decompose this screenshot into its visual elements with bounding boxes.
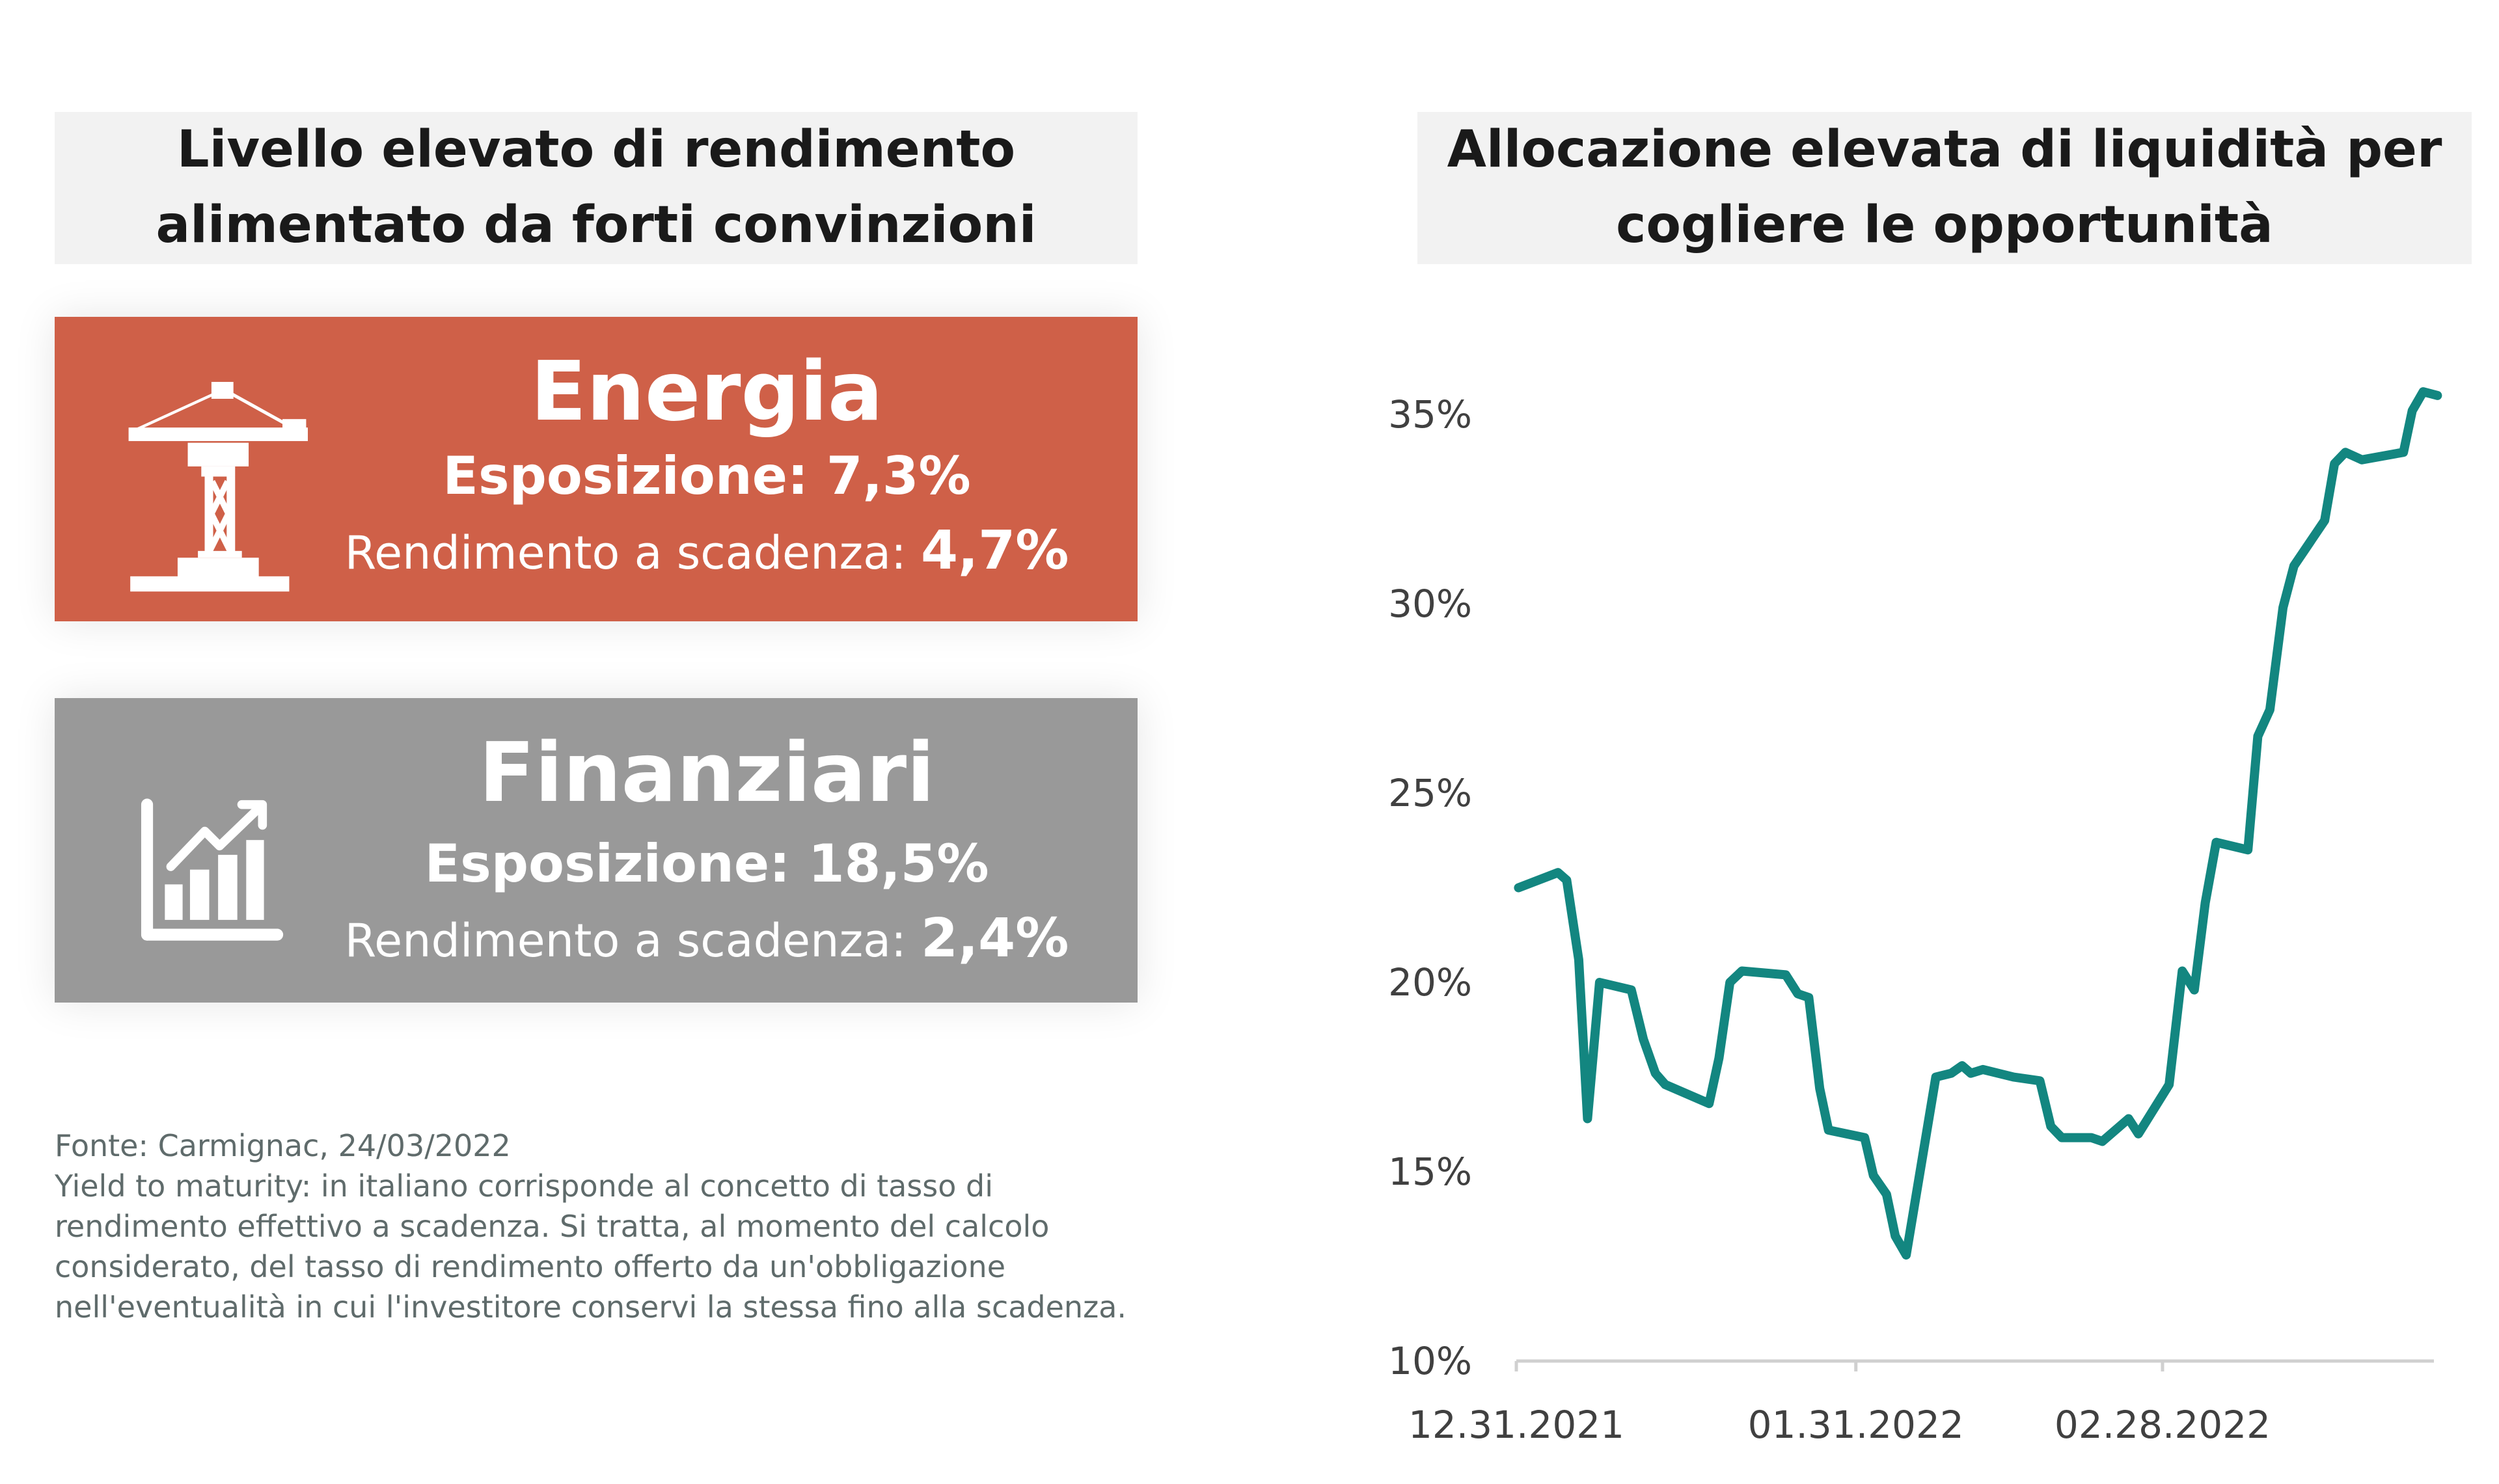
- ytm-value: 4,7%: [920, 520, 1069, 582]
- crane-icon: [128, 382, 308, 592]
- chart-title-line1: Allocazione elevata di liquidità per: [1447, 120, 2442, 179]
- y-tick-label: 35%: [1388, 392, 1472, 437]
- footnote-source: Fonte: Carmignac, 24/03/2022: [55, 1128, 511, 1163]
- footnote-line: nell'eventualità in cui l'investitore co…: [55, 1289, 1127, 1325]
- footnote: Fonte: Carmignac, 24/03/2022 Yield to ma…: [55, 1126, 1161, 1327]
- y-tick-label: 30%: [1388, 582, 1472, 626]
- card-name: Energia: [530, 344, 883, 439]
- left-title-line1: Livello elevato di rendimento: [176, 120, 1016, 179]
- footnote-line: Yield to maturity: in italiano corrispon…: [55, 1168, 994, 1204]
- y-tick-label: 25%: [1388, 771, 1472, 815]
- x-tick-label: 12.31.2021: [1408, 1403, 1624, 1447]
- y-tick-label: 20%: [1388, 960, 1472, 1005]
- series-line: [1514, 387, 2442, 1260]
- chart-title: Allocazione elevata di liquidità per cog…: [1417, 112, 2472, 264]
- x-tick-label: 02.28.2022: [2055, 1403, 2271, 1447]
- growth-chart-icon: [141, 798, 284, 941]
- chart-title-line2: cogliere le opportunità: [1616, 196, 2273, 254]
- ytm-label: Rendimento a scadenza:: [344, 526, 907, 580]
- y-tick-label: 10%: [1388, 1339, 1472, 1383]
- card-exposure: Esposizione: 7,3%: [443, 446, 971, 506]
- left-panel-title: Livello elevato di rendimento alimentato…: [55, 112, 1138, 264]
- x-tick-label: 01.31.2022: [1748, 1403, 1964, 1447]
- energy-card: Energia Esposizione: 7,3% Rendimento a s…: [55, 317, 1138, 621]
- card-ytm: Rendimento a scadenza: 2,4%: [315, 900, 1099, 980]
- y-tick-label: 15%: [1388, 1150, 1472, 1194]
- ytm-label: Rendimento a scadenza:: [344, 914, 907, 967]
- card-exposure: Esposizione: 18,5%: [424, 833, 989, 894]
- ytm-value: 2,4%: [920, 908, 1069, 969]
- left-title-line2: alimentato da forti convinzioni: [156, 196, 1037, 254]
- card-ytm: Rendimento a scadenza: 4,7%: [315, 512, 1099, 592]
- footnote-line: considerato, del tasso di rendimento off…: [55, 1249, 1006, 1284]
- card-name: Finanziari: [478, 725, 935, 820]
- financials-card: Finanziari Esposizione: 18,5% Rendimento…: [55, 698, 1138, 1003]
- footnote-line: rendimento effettivo a scadenza. Si trat…: [55, 1209, 1050, 1244]
